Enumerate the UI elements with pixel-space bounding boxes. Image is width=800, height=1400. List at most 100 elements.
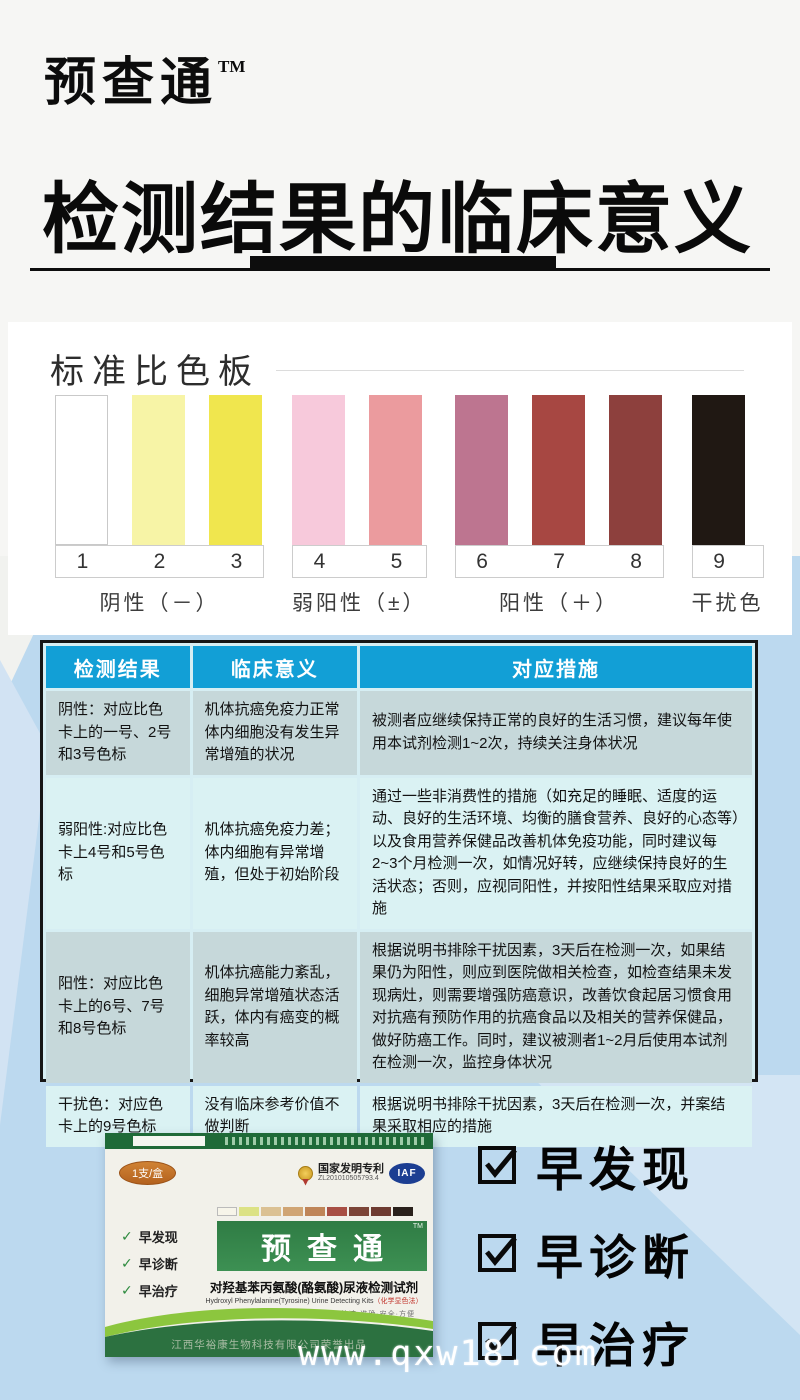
- checklist-label: 早诊断: [536, 1232, 695, 1285]
- checklist-item: 早诊断: [478, 1224, 695, 1285]
- color-swatch: [209, 395, 262, 545]
- check-icon: ✓: [121, 1255, 133, 1271]
- brand-logo: 预查通TM: [44, 40, 245, 115]
- cell-meaning: 机体抗癌免疫力正常体内细胞没有发生异常增殖的状况: [192, 691, 357, 775]
- patent-number: ZL201010505793.4: [318, 1175, 379, 1183]
- checkbox-icon: [478, 1322, 517, 1360]
- checkbox-icon: [478, 1234, 517, 1272]
- company-name: 江西华裕康生物科技有限公司荣誉出品: [171, 1339, 367, 1351]
- box-swoosh-graphic: [105, 1308, 433, 1357]
- mini-swatch: [371, 1207, 391, 1216]
- cell-result: 阴性：对应比色卡上的一号、2号和3号色标: [46, 691, 190, 775]
- cell-action: 根据说明书排除干扰因素，3天后在检测一次，如果结果仍为阳性，则应到医院做相关检查…: [360, 931, 752, 1083]
- feature-label: 早诊断: [138, 1257, 178, 1272]
- mini-swatch: [327, 1207, 347, 1216]
- swatch-number: 4: [313, 549, 326, 573]
- heading-rule: [276, 370, 744, 371]
- color-swatch: [132, 395, 185, 545]
- color-swatch: [369, 395, 422, 545]
- column-header-action: 对应措施: [360, 646, 752, 688]
- medal-icon: [298, 1165, 313, 1181]
- method-note: （化学显色法）: [373, 1298, 423, 1305]
- cell-meaning: 机体抗癌能力紊乱，细胞异常增殖状态活跃，体内有癌变的概率较高: [192, 931, 357, 1083]
- box-top-band: [105, 1133, 433, 1149]
- mini-swatch: [349, 1207, 369, 1216]
- swatch-number: 1: [76, 549, 89, 573]
- swatch-number-strip: 4 5: [292, 545, 427, 578]
- title-underline: [30, 268, 770, 271]
- color-swatch: [454, 395, 508, 545]
- box-brand-name: 预查通: [261, 1233, 399, 1266]
- cell-action: 通过一些非消费性的措施（如充足的睡眠、适度的运动、良好的生活环境、均衡的膳食营养…: [360, 777, 752, 929]
- group-label: 弱阳性（±）: [292, 592, 427, 615]
- cell-result: 干扰色：对应色卡上的9号色标: [46, 1085, 190, 1147]
- group-label: 干扰色: [691, 592, 764, 615]
- page-title: 检测结果的临床意义: [42, 177, 753, 263]
- product-box: 1支/盒 国家发明专利 ZL201010505793.4 IAF: [105, 1133, 433, 1357]
- pack-size-badge: 1支/盒: [119, 1161, 177, 1185]
- feature-label: 早治疗: [138, 1284, 178, 1299]
- table-row: 弱阳性:对应比色卡上4号和5号色标 机体抗癌免疫力差；体内细胞有异常增殖，但处于…: [46, 777, 752, 929]
- feature-label: 早发现: [138, 1230, 178, 1245]
- check-icon: ✓: [121, 1282, 133, 1298]
- cell-result: 阳性：对应比色卡上的6号、7号和8号色标: [46, 931, 190, 1083]
- iaf-badge: IAF: [389, 1162, 425, 1184]
- swatch-number-strip: 6 7 8: [454, 545, 664, 578]
- mini-swatch: [239, 1207, 259, 1216]
- box-label-sticker: [133, 1136, 205, 1146]
- swatch-number: 3: [230, 549, 243, 573]
- swatch-number: 8: [630, 549, 642, 573]
- mini-swatch: [217, 1207, 237, 1216]
- swatch-number-strip: 9: [691, 545, 764, 578]
- checklist-label: 早发现: [536, 1144, 695, 1197]
- table-row: 阴性：对应比色卡上的一号、2号和3号色标 机体抗癌免疫力正常体内细胞没有发生异常…: [46, 691, 752, 775]
- title-underline-accent: [250, 256, 556, 269]
- product-name: 对羟基苯丙氨酸(酪氨酸)尿液检测试剂: [209, 1281, 419, 1295]
- box-color-strip: [217, 1207, 413, 1216]
- benefit-checklist: 早发现 早诊断 早治疗: [478, 1136, 695, 1400]
- box-top-print: [225, 1137, 425, 1145]
- swatch-groups: 1 2 3 阴性（－） 4 5 弱阳性（±）: [55, 395, 764, 617]
- table-row: 干扰色：对应色卡上的9号色标 没有临床参考价值不做判断 根据说明书排除干扰因素，…: [46, 1085, 752, 1147]
- column-header-result: 检测结果: [46, 646, 190, 688]
- results-table: 检测结果 临床意义 对应措施 阴性：对应比色卡上的一号、2号和3号色标 机体抗癌…: [40, 640, 758, 1147]
- mini-swatch: [283, 1207, 303, 1216]
- table-header-row: 检测结果 临床意义 对应措施: [46, 646, 752, 688]
- check-icon: ✓: [121, 1228, 133, 1244]
- cell-meaning: 机体抗癌免疫力差；体内细胞有异常增殖，但处于初始阶段: [192, 777, 357, 929]
- cell-action: 被测者应继续保持正常的良好的生活习惯，建议每年使用本试剂检测1~2次，持续关注身…: [360, 691, 752, 775]
- mini-swatch: [261, 1207, 281, 1216]
- swatch-number: 2: [153, 549, 166, 573]
- patent-label: 国家发明专利: [318, 1162, 384, 1175]
- cell-action: 根据说明书排除干扰因素，3天后在检测一次，并案结果采取相应的措施: [360, 1085, 752, 1147]
- mini-swatch: [393, 1207, 413, 1216]
- box-trademark: TM: [412, 1223, 423, 1230]
- checklist-label: 早治疗: [536, 1320, 695, 1373]
- color-swatch: [531, 395, 585, 545]
- mini-swatch: [305, 1207, 325, 1216]
- checklist-item: 早发现: [478, 1136, 695, 1197]
- swatch-number-strip: 1 2 3: [55, 545, 264, 578]
- trademark-symbol: TM: [218, 57, 246, 76]
- swatch-group-positive: 6 7 8 阳性（＋）: [454, 395, 664, 617]
- product-name-en: Hydroxyl Phenylalanine(Tyrosine) Urine D…: [205, 1298, 423, 1305]
- brand-name: 预查通: [44, 55, 219, 112]
- watermark-url: www.qxw18.com: [298, 1334, 598, 1374]
- cell-result: 弱阳性:对应比色卡上4号和5号色标: [46, 777, 190, 929]
- group-label: 阴性（－）: [99, 592, 220, 615]
- column-header-meaning: 临床意义: [192, 646, 357, 688]
- swatch-group-weak-positive: 4 5 弱阳性（±）: [292, 395, 427, 617]
- swatch-number: 5: [390, 549, 403, 573]
- color-swatch: [608, 395, 662, 545]
- color-swatch: [55, 395, 108, 545]
- color-swatch: [691, 395, 745, 545]
- box-brand-banner: 预查通 TM: [217, 1221, 427, 1271]
- color-swatch: [292, 395, 345, 545]
- swatch-group-negative: 1 2 3 阴性（－）: [55, 395, 264, 617]
- swatch-group-interference: 9 干扰色: [691, 395, 764, 617]
- group-label: 阳性（＋）: [499, 592, 620, 615]
- color-chart-panel: 标准比色板 1 2 3 阴性（－）: [8, 322, 792, 635]
- swatch-number: 9: [713, 549, 725, 573]
- panel-heading: 标准比色板: [50, 353, 260, 391]
